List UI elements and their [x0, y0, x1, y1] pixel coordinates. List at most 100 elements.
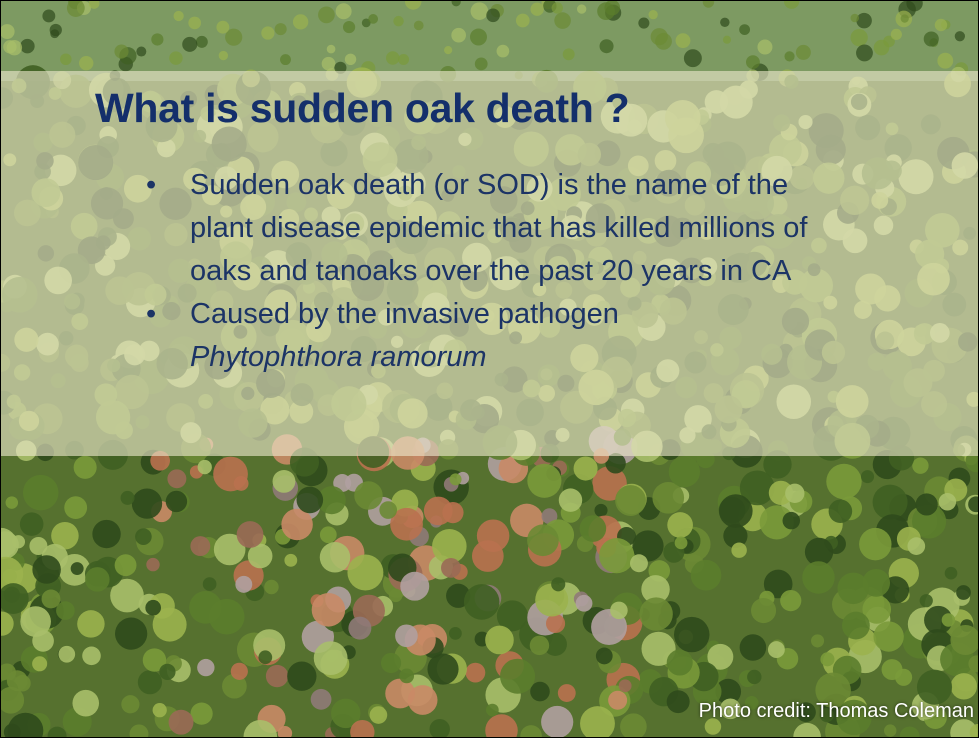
tree-crown [281, 509, 312, 540]
tree-crown [6, 496, 18, 508]
tree-crown [23, 475, 59, 511]
tree-crown [58, 646, 75, 663]
tree-crown [145, 600, 161, 616]
tree-crown [188, 17, 201, 30]
tree-crown [182, 37, 197, 52]
tree-crown [197, 659, 214, 676]
tree-crown [856, 13, 871, 28]
tree-crown [12, 535, 25, 548]
tree-crown [472, 540, 504, 572]
tree-crown [121, 695, 139, 713]
tree-crown [638, 18, 649, 29]
tree-crown [114, 44, 128, 58]
tree-crown [312, 593, 346, 627]
tree-crown [596, 648, 613, 665]
tree-crown [558, 684, 576, 702]
tree-crown [649, 10, 658, 19]
tree-crown [174, 11, 184, 21]
tree-crown [527, 524, 559, 556]
tree-crown [530, 3, 543, 16]
tree-crown [320, 526, 337, 543]
tree-crown [20, 39, 35, 54]
page: What is sudden oak death ? Sudden oak de… [0, 0, 979, 738]
tree-crown [874, 40, 890, 56]
tree-crown [311, 689, 332, 710]
tree-crown [444, 46, 452, 54]
tree-crown [850, 29, 867, 46]
tree-crown [297, 487, 324, 514]
tree-crown [442, 502, 463, 523]
tree-crown [630, 554, 648, 572]
tree-crown [811, 634, 824, 647]
tree-crown [720, 18, 729, 27]
tree-crown [719, 494, 753, 528]
tree-crown [464, 584, 500, 620]
tree-crown [783, 512, 800, 529]
tree-crown [408, 685, 438, 715]
tree-crown [115, 618, 147, 650]
tree-crown [82, 647, 101, 666]
tree-crown [393, 16, 403, 26]
tree-crown [198, 460, 212, 474]
tree-crown [912, 457, 928, 473]
tree-crown [136, 47, 146, 57]
tree-crown [159, 664, 175, 680]
tree-crown [851, 14, 860, 23]
tree-crown [739, 24, 750, 35]
tree-crown [280, 54, 291, 65]
tree-crown [318, 6, 335, 23]
tree-crown [42, 589, 61, 608]
tree-crown [398, 54, 409, 65]
tree-crown [79, 56, 93, 70]
tree-crown [619, 679, 632, 692]
tree-crown [216, 21, 229, 34]
tree-crown [264, 580, 278, 594]
tree-crown [273, 470, 296, 493]
tree-crown [258, 650, 272, 664]
tree-crown [7, 670, 28, 691]
tree-crown [231, 663, 248, 680]
tree-crown [235, 576, 252, 593]
tree-crown [166, 491, 187, 512]
tree-crown [667, 690, 690, 713]
tree-crown [935, 19, 947, 31]
tree-crown [891, 29, 902, 40]
tree-crown [837, 573, 869, 605]
tree-crown [785, 484, 804, 503]
tree-crown [237, 521, 264, 548]
tree-crown [675, 536, 688, 549]
tree-crown [77, 610, 104, 637]
tree-crown [599, 538, 634, 573]
tree-crown [72, 690, 99, 717]
tree-crown [115, 554, 137, 576]
tree-crown [189, 591, 222, 624]
tree-crown [747, 670, 761, 684]
tree-crown [379, 501, 397, 519]
tree-crown [414, 21, 424, 31]
tree-crown [594, 504, 607, 517]
tree-crown [669, 456, 700, 487]
tree-crown [190, 702, 212, 724]
tree-crown [486, 704, 499, 717]
tree-crown [399, 669, 414, 684]
tree-crown [471, 2, 489, 20]
tree-crown [284, 554, 297, 567]
tree-crown [287, 662, 316, 691]
tree-crown [451, 28, 466, 43]
tree-crown [667, 512, 693, 538]
tree-crown [146, 558, 159, 571]
tree-crown [71, 562, 84, 575]
tree-crown [219, 51, 228, 60]
tree-crown [32, 656, 47, 671]
tree-crown [552, 2, 563, 13]
tree-crown [7, 40, 22, 55]
tree-crown [516, 14, 530, 28]
tree-crown [293, 14, 308, 29]
tree-crown [684, 49, 702, 67]
tree-crown [29, 537, 47, 555]
tree-crown [937, 53, 953, 69]
slide-title: What is sudden oak death ? [95, 85, 629, 132]
tree-crown [196, 36, 208, 48]
tree-crown [768, 641, 785, 658]
tree-crown [20, 512, 44, 536]
